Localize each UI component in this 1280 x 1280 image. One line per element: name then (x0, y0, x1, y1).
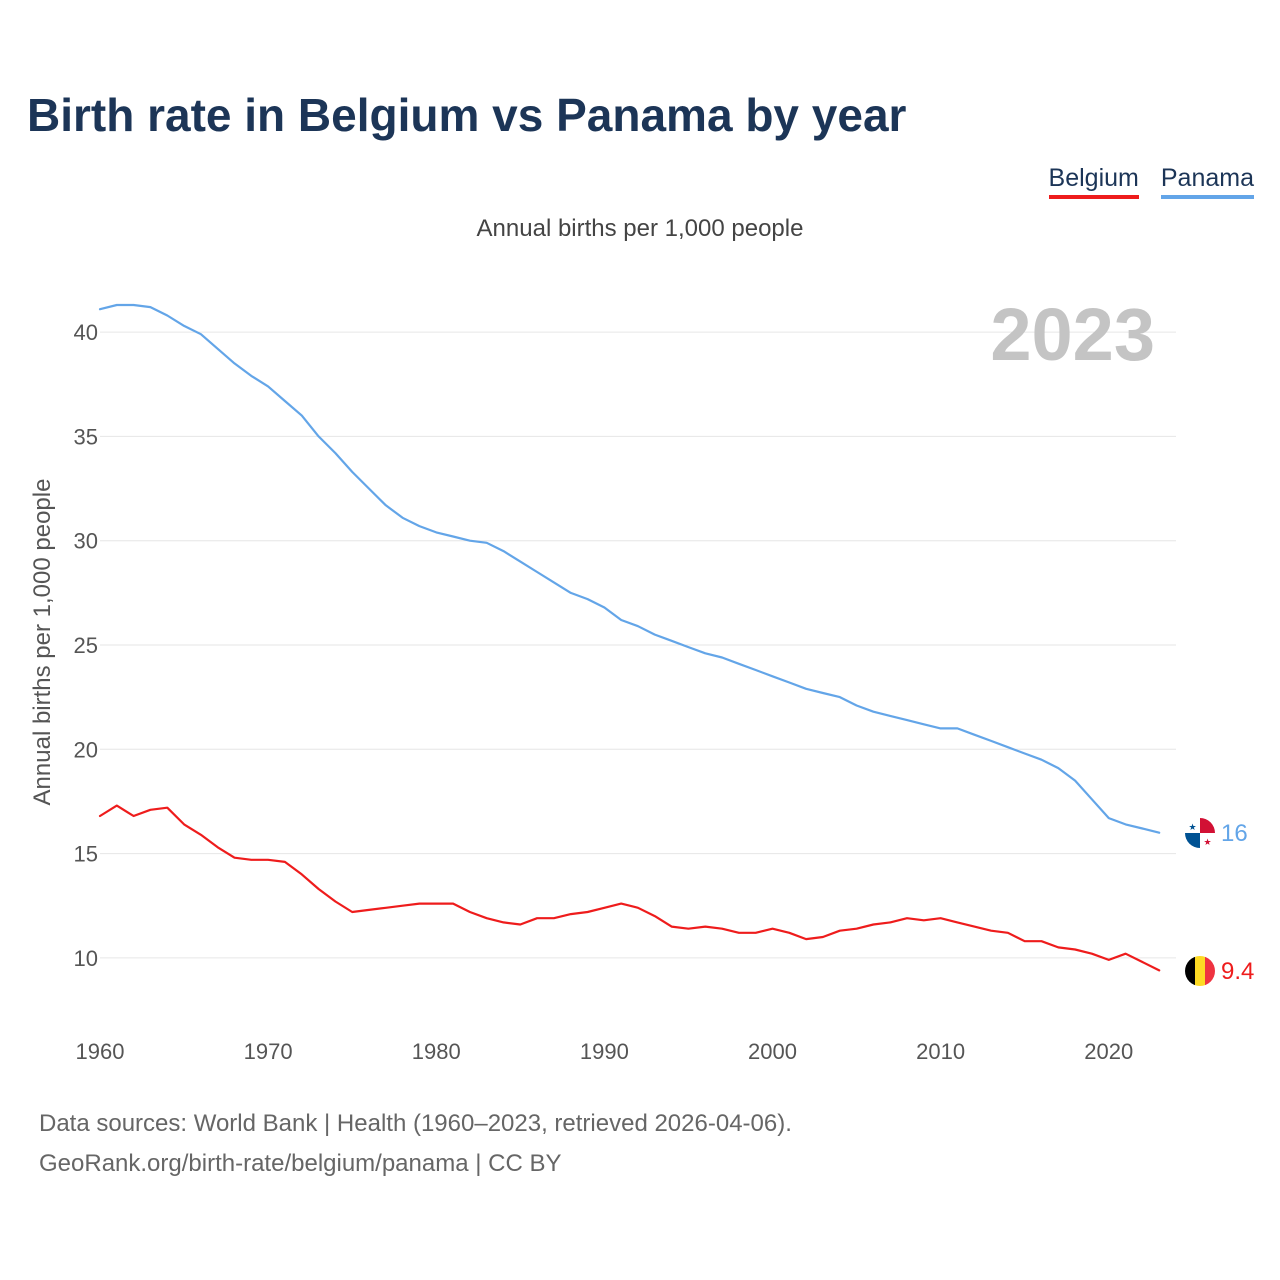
x-tick-label: 1980 (412, 1039, 461, 1064)
x-tick-label: 2020 (1084, 1039, 1133, 1064)
data-sources: Data sources: World Bank | Health (1960–… (39, 1104, 792, 1184)
x-tick-label: 1990 (580, 1039, 629, 1064)
y-tick-label: 15 (74, 842, 98, 867)
source-url[interactable]: GeoRank.org/birth-rate/belgium/panama | … (39, 1150, 562, 1177)
belgium-end-label: 9.4 (1221, 958, 1254, 985)
y-tick-label: 35 (74, 424, 98, 449)
x-tick-label: 1970 (244, 1039, 293, 1064)
y-tick-label: 10 (74, 946, 98, 971)
x-tick-label: 1960 (76, 1039, 125, 1064)
panama-end-label: 16 (1221, 820, 1248, 847)
y-tick-label: 40 (74, 320, 98, 345)
chart-subtitle: Annual births per 1,000 people (476, 215, 804, 242)
panama-flag-icon: ★ ★ (1185, 818, 1215, 848)
x-tick-label: 2000 (748, 1039, 797, 1064)
belgium-flag-icon (1185, 956, 1215, 986)
y-tick-label: 25 (74, 633, 98, 658)
legend-item-belgium[interactable]: Belgium (1048, 164, 1139, 199)
x-tick-label: 2010 (916, 1039, 965, 1064)
svg-text:★: ★ (1188, 823, 1196, 833)
legend: Belgium Panama (1048, 164, 1254, 199)
y-tick-label: 20 (74, 737, 98, 762)
year-watermark: 2023 (990, 293, 1155, 376)
y-tick-label: 30 (74, 529, 98, 554)
legend-item-panama[interactable]: Panama (1160, 164, 1254, 199)
sources-line: Data sources: World Bank | Health (1960–… (39, 1110, 792, 1137)
chart-title: Birth rate in Belgium vs Panama by year (27, 89, 907, 141)
y-axis-label: Annual births per 1,000 people (29, 479, 56, 806)
svg-text:★: ★ (1203, 838, 1211, 848)
series-line-belgium[interactable] (98, 804, 1161, 972)
series-line-panama[interactable] (98, 303, 1161, 834)
